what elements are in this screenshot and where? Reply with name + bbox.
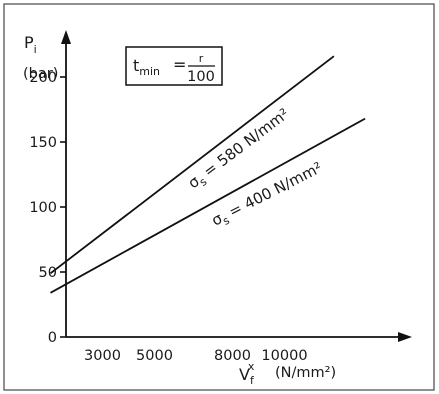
formula-annotation: tmin = r 100: [125, 46, 223, 86]
axes: [61, 30, 412, 342]
x-axis-label: Vfx: [239, 360, 255, 387]
x-tick-label: 10000: [261, 348, 307, 364]
series-line-580: [49, 55, 335, 275]
series-group: [49, 55, 366, 294]
x-tick-label: 5000: [136, 348, 173, 364]
y-axis-label: Pi: [24, 33, 37, 56]
x-axis-arrow: [398, 332, 412, 342]
series-line-400: [50, 117, 366, 294]
x-ticks: 3000 5000 8000 10000: [84, 348, 308, 364]
y-tick-label: 50: [39, 265, 57, 281]
formula-denominator: 100: [187, 69, 215, 85]
formula-equals: =: [173, 55, 186, 74]
formula-box: [125, 46, 223, 86]
x-axis-unit: (N/mm²): [275, 365, 336, 381]
y-ticks: 0 50 100 150 200: [29, 70, 66, 346]
x-tick-label: 8000: [214, 348, 251, 364]
y-axis-arrow: [61, 30, 71, 44]
chart-frame: [3, 3, 435, 391]
y-tick-label: 150: [29, 135, 57, 151]
formula-lhs: tmin: [133, 56, 160, 78]
y-tick-label: 0: [48, 330, 57, 346]
formula-numerator: r: [199, 52, 204, 65]
y-axis-unit: (bar): [23, 66, 58, 82]
y-tick-label: 100: [29, 200, 57, 216]
y-tick-label: 200: [29, 70, 57, 86]
x-tick-label: 3000: [84, 348, 121, 364]
